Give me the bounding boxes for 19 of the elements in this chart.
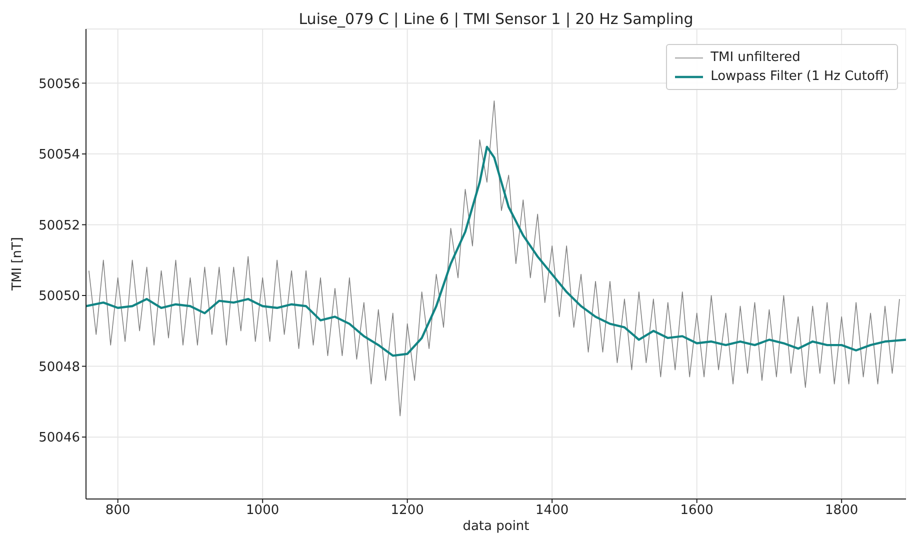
legend-label: Lowpass Filter (1 Hz Cutoff) bbox=[710, 68, 889, 86]
y-axis-title: TMI [nT] bbox=[10, 237, 25, 291]
x-tick-label: 1200 bbox=[390, 503, 424, 518]
y-tick-label: 50050 bbox=[38, 289, 80, 304]
y-tick-label: 50046 bbox=[38, 430, 80, 446]
y-tick-label: 50056 bbox=[38, 76, 80, 92]
line-series bbox=[88, 100, 900, 416]
x-tick-label: 1800 bbox=[825, 503, 858, 518]
x-tick-label: 1400 bbox=[536, 503, 569, 518]
x-tick-label: 1000 bbox=[246, 503, 280, 518]
y-tick-label: 50052 bbox=[38, 218, 80, 234]
x-tick-label: 1600 bbox=[680, 503, 714, 518]
x-tick-label: 800 bbox=[105, 503, 130, 518]
y-tick-label: 50054 bbox=[38, 148, 80, 163]
line-series bbox=[86, 146, 906, 357]
legend-label: TMI unfiltered bbox=[710, 49, 800, 67]
x-axis-title: data point bbox=[462, 519, 530, 534]
y-tick-label: 50048 bbox=[38, 360, 80, 375]
chart-title: Luise_079 C | Line 6 | TMI Sensor 1 | 20 Hz Sampling bbox=[298, 10, 694, 28]
